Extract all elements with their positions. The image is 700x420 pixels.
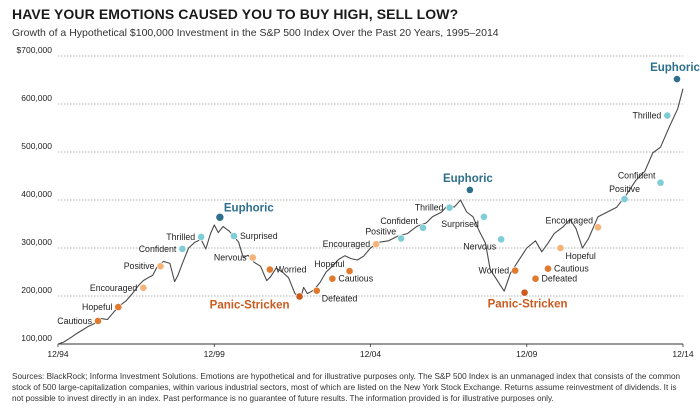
x-tick-label: 12/14 <box>672 349 694 359</box>
emotion-marker <box>94 317 102 325</box>
emotion-label: Confident <box>380 216 418 226</box>
x-tick-label: 12/94 <box>47 349 69 359</box>
emotion-marker <box>114 303 123 311</box>
emotion-label: Hopeful <box>314 259 344 269</box>
emotion-label: Euphoric <box>443 173 493 185</box>
emotion-label: Surprised <box>240 231 278 241</box>
emotion-marker <box>156 262 165 271</box>
y-tick-label: $700,000 <box>17 45 53 55</box>
emotion-marker <box>215 212 225 222</box>
emotion-label: Confident <box>139 244 177 254</box>
emotion-marker <box>230 232 238 240</box>
emotion-marker <box>265 265 274 274</box>
y-tick-label: 400,000 <box>21 189 52 199</box>
emotion-label: Cautious <box>338 274 373 284</box>
emotion-label: Worried <box>479 266 510 276</box>
emotion-label: Panic-Stricken <box>210 299 290 311</box>
emotion-marker <box>397 234 406 243</box>
emotion-marker <box>594 223 602 232</box>
emotion-marker <box>345 267 354 275</box>
sp500-growth-line <box>57 88 684 345</box>
emotion-marker <box>673 75 681 83</box>
emotion-label: Confident <box>618 171 656 181</box>
emotion-label: Hopeful <box>82 302 112 312</box>
emotion-label: Thrilled <box>166 232 195 242</box>
chart-subtitle: Growth of a Hypothetical $100,000 Invest… <box>12 27 499 39</box>
emotion-marker <box>531 274 540 283</box>
emotion-marker <box>620 195 629 203</box>
emotion-label: Defeated <box>322 294 358 304</box>
emotion-marker <box>139 283 148 292</box>
y-tick-label: 100,000 <box>21 333 52 343</box>
emotion-label: Positive <box>124 261 155 271</box>
x-tick-label: 12/09 <box>516 349 538 359</box>
emotion-marker <box>178 245 187 253</box>
emotion-label: Nervous <box>463 241 496 251</box>
emotion-label: Thrilled <box>415 203 444 213</box>
emotion-label: Hopeful <box>566 251 596 261</box>
emotion-label: Thrilled <box>632 111 661 121</box>
emotion-label: Cautious <box>57 316 92 326</box>
x-tick-label: 12/99 <box>204 349 226 359</box>
y-tick-label: 600,000 <box>21 93 52 103</box>
emotion-marker <box>520 288 529 297</box>
emotion-marker <box>656 178 665 187</box>
y-tick-label: 200,000 <box>21 285 52 295</box>
emotion-marker <box>544 264 552 273</box>
emotion-marker <box>511 266 520 275</box>
emotion-label: Nervous <box>214 253 247 263</box>
emotion-marker <box>197 233 206 241</box>
emotion-label: Surprised <box>441 219 479 229</box>
emotion-marker <box>556 244 565 252</box>
emotion-label: Cautious <box>554 264 589 274</box>
emotion-label: Encouraged <box>90 283 138 293</box>
emotion-label: Euphoric <box>224 202 274 214</box>
emotion-marker <box>328 274 337 283</box>
emotion-marker <box>295 292 304 301</box>
emotion-marker <box>663 111 672 120</box>
emotion-label: Positive <box>609 184 640 194</box>
emotion-marker <box>248 253 257 262</box>
emotion-marker <box>419 223 427 232</box>
emotion-marker <box>465 186 474 194</box>
chart-title: HAVE YOUR EMOTIONS CAUSED YOU TO BUY HIG… <box>12 6 459 22</box>
y-tick-label: 500,000 <box>21 141 52 151</box>
emotion-label: Encouraged <box>323 239 371 249</box>
y-tick-label: 300,000 <box>21 237 52 247</box>
sources-footnote: Sources: BlackRock; Informa Investment S… <box>12 372 681 403</box>
x-tick-label: 12/04 <box>360 349 382 359</box>
emotion-marker <box>445 203 454 212</box>
emotion-marker <box>497 235 506 244</box>
emotion-label: Defeated <box>542 274 578 284</box>
emotion-marker <box>312 286 321 295</box>
emotion-label: Encouraged <box>546 215 594 225</box>
emotion-label: Worried <box>276 265 307 275</box>
emotion-label: Panic-Stricken <box>488 299 568 311</box>
emotion-label: Euphoric <box>650 62 700 74</box>
emotion-marker <box>372 240 381 249</box>
emotion-marker <box>480 212 488 221</box>
emotion-label: Positive <box>365 226 396 236</box>
